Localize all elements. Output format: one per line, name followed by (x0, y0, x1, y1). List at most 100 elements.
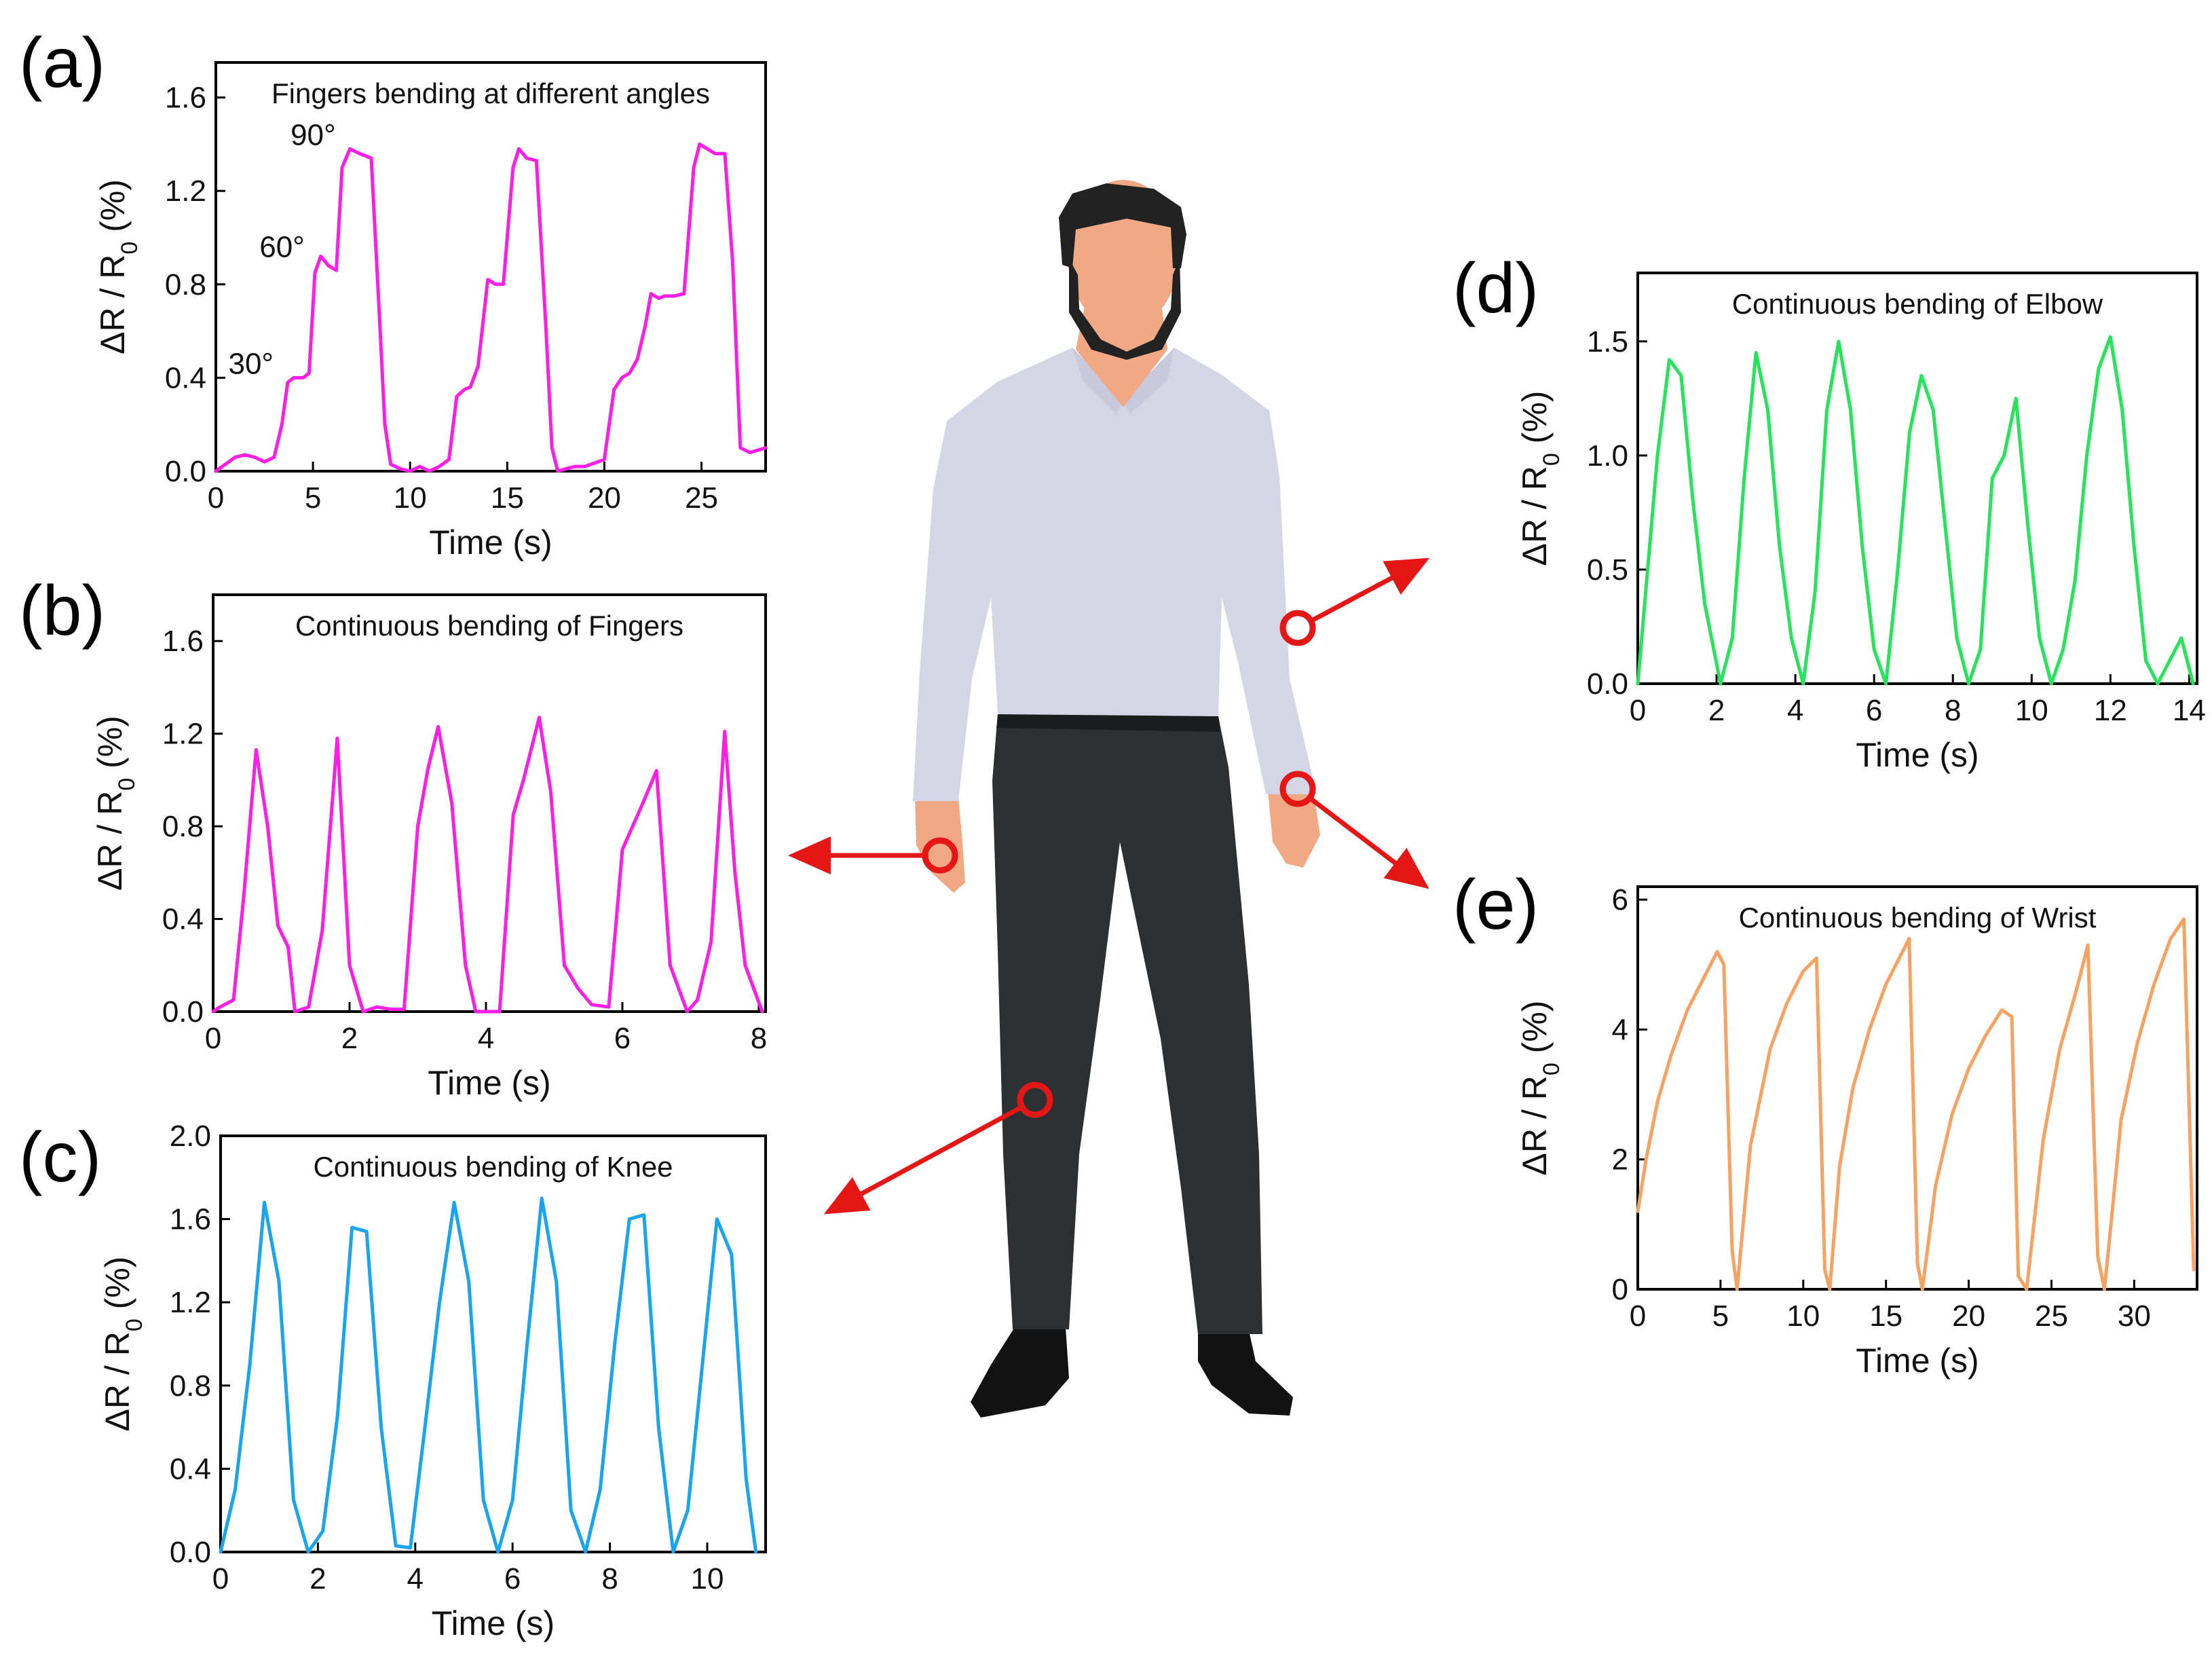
y-tick-label: 2.0 (170, 1120, 211, 1153)
elbow-sensor-marker (1279, 610, 1316, 646)
panel-label: (a) (19, 24, 105, 103)
x-axis-label: Time (s) (429, 523, 552, 561)
x-axis-label: Time (s) (432, 1604, 555, 1642)
chart-panel-c: (c) 0 2 4 6 8 10 0.0 0.4 0.8 1.2 1.6 2.0 Time (s) ΔR /… (19, 1118, 767, 1642)
x-axis-label: Time (s) (1856, 736, 1979, 774)
y-tick-label: 2 (1612, 1143, 1628, 1177)
x-tick-label: 2 (310, 1562, 326, 1595)
y-tick-label: 0.0 (162, 995, 204, 1029)
knee-sensor-arrow (823, 1105, 1024, 1215)
y-tick-label: 1.5 (1587, 325, 1628, 358)
x-tick-label: 12 (2094, 694, 2127, 727)
chart-panel-d: (d) 0 2 4 6 8 10 12 14 0.0 0.5 1.0 1.5 Time (s) ΔR / R… (1452, 249, 2206, 774)
x-tick-label: 8 (751, 1022, 767, 1055)
x-axis-label: Time (s) (428, 1064, 550, 1102)
x-tick-label: 15 (491, 481, 524, 515)
x-tick-label: 14 (2173, 694, 2206, 727)
panel-label: (d) (1452, 249, 1539, 328)
x-tick-label: 25 (2035, 1299, 2068, 1333)
chart-panel-b: (b) 0 2 4 6 8 0.0 0.4 0.8 1.2 1.6 Time (s) ΔR / R0 (… (19, 572, 767, 1102)
x-tick-label: 4 (1787, 694, 1803, 727)
x-tick-label: 15 (1869, 1299, 1902, 1333)
beard (1069, 258, 1181, 360)
shirt-shading (1072, 348, 1174, 414)
y-tick-label: 6 (1612, 883, 1628, 917)
y-tick-label: 1.2 (162, 718, 204, 751)
chart-panel-a: (a) 0 5 10 15 20 25 0.0 0.4 0.8 1.2 1.6 Time (s) ΔR /… (19, 24, 768, 561)
series-line (1636, 335, 2195, 686)
x-tick-label: 0 (205, 1022, 221, 1055)
angle-annotation: 60° (259, 230, 305, 263)
series-line (219, 1196, 758, 1554)
plot-frame (219, 1134, 767, 1553)
hair (1059, 183, 1186, 268)
y-tick-label: 0.0 (1587, 667, 1628, 701)
pants (992, 713, 1262, 1334)
x-tick-label: 4 (478, 1022, 494, 1055)
x-tick-label: 0 (1630, 694, 1646, 727)
x-tick-label: 30 (2118, 1299, 2151, 1333)
y-tick-label: 1.6 (165, 81, 206, 115)
plot-frame (1636, 272, 2198, 685)
y-tick-label: 0.4 (162, 903, 204, 936)
finger-sensor-marker (922, 837, 958, 874)
right-shoe (1198, 1331, 1293, 1416)
chart-title: Continuous bending of Knee (313, 1151, 673, 1183)
belt (996, 713, 1220, 732)
x-tick-label: 10 (394, 481, 427, 515)
y-axis-label: ΔR / R0 (%) (98, 1257, 147, 1432)
x-tick-label: 10 (1786, 1299, 1820, 1333)
chart-panel-e: (e) 0 5 10 15 20 25 30 0 2 4 6 Time (s) ΔR / R0 (%) Co… (1452, 866, 2198, 1380)
panel-label: (e) (1452, 866, 1539, 944)
y-tick-label: 0.4 (165, 361, 206, 394)
y-tick-label: 1.6 (162, 625, 204, 658)
y-tick-label: 0 (1612, 1273, 1628, 1306)
x-tick-label: 2 (1708, 694, 1725, 727)
right-hand (915, 798, 965, 893)
y-tick-label: 0.8 (162, 810, 204, 843)
chart-title: Continuous bending of Wrist (1739, 902, 2097, 934)
plot-frame (214, 61, 767, 473)
panel-label: (c) (19, 1118, 101, 1197)
shirt (913, 348, 1317, 801)
y-tick-label: 0.5 (1587, 553, 1628, 587)
x-tick-label: 8 (1945, 694, 1961, 727)
angle-annotation: 30° (228, 347, 274, 380)
wrist-sensor-arrow (1308, 796, 1429, 889)
y-axis-label: ΔR / R0 (%) (1516, 391, 1564, 566)
y-tick-label: 1.2 (170, 1286, 211, 1319)
y-axis-label: ΔR / R0 (%) (1516, 1001, 1564, 1176)
x-tick-label: 10 (690, 1562, 724, 1595)
y-tick-label: 1.6 (170, 1203, 211, 1236)
chart-title: Fingers bending at different angles (271, 77, 710, 109)
y-tick-label: 0.8 (170, 1369, 211, 1403)
left-shoe (971, 1327, 1069, 1418)
x-tick-label: 6 (1866, 694, 1882, 727)
y-tick-label: 0.8 (165, 268, 206, 301)
y-axis-label: ΔR / R0 (%) (91, 716, 140, 891)
plot-frame (212, 593, 767, 1013)
human-figure-illustration (913, 180, 1320, 1418)
knee-sensor-marker (1017, 1082, 1053, 1118)
angle-annotation: 90° (290, 118, 336, 151)
series-line (1636, 917, 2196, 1291)
y-tick-label: 0.4 (170, 1452, 211, 1485)
y-tick-label: 4 (1612, 1013, 1628, 1046)
y-tick-label: 0.0 (165, 455, 206, 488)
x-tick-label: 6 (614, 1022, 631, 1055)
x-tick-label: 5 (305, 481, 321, 515)
chart-title: Continuous bending of Elbow (1732, 288, 2103, 320)
wrist-sensor-marker (1279, 771, 1316, 807)
chart-title: Continuous bending of Fingers (295, 610, 683, 642)
x-tick-label: 8 (601, 1562, 618, 1595)
x-tick-label: 0 (208, 481, 224, 515)
series-line (211, 716, 764, 1014)
y-tick-label: 1.2 (165, 174, 206, 208)
x-tick-label: 20 (1952, 1299, 1985, 1333)
plot-frame (1636, 885, 2198, 1291)
x-tick-label: 25 (685, 481, 718, 515)
x-tick-label: 20 (588, 481, 621, 515)
left-hand (1268, 791, 1320, 868)
y-axis-label: ΔR / R0 (%) (94, 179, 143, 354)
